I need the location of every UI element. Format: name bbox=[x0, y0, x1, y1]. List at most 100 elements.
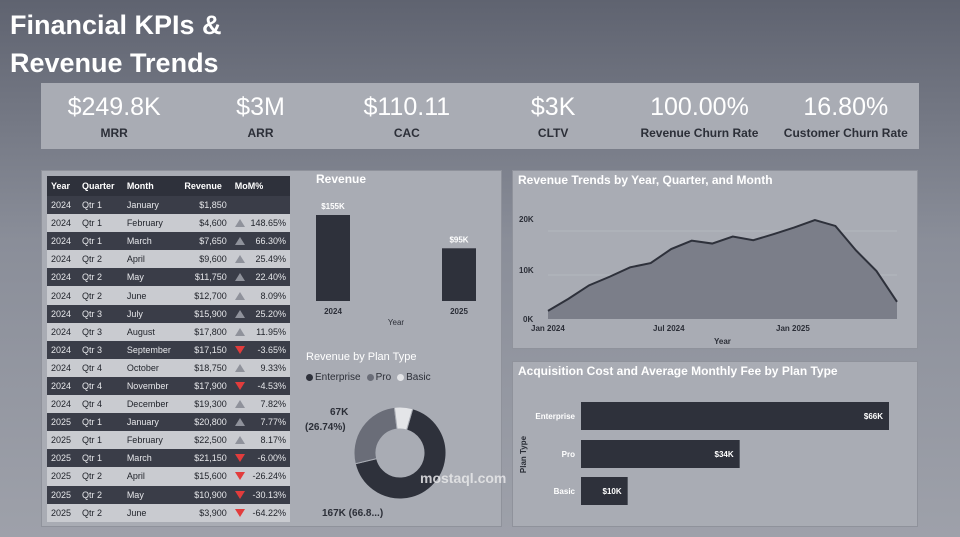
cell-quarter: Qtr 1 bbox=[78, 413, 123, 432]
monthly-revenue-table[interactable]: Year Quarter Month Revenue MoM% 2024 Qtr … bbox=[47, 176, 290, 522]
acquisition-cost-panel: Acquisition Cost and Average Monthly Fee… bbox=[512, 361, 918, 527]
trend-point[interactable] bbox=[893, 298, 901, 306]
col-header-revenue[interactable]: Revenue bbox=[180, 176, 231, 196]
kpi-card-cltv[interactable]: $3K CLTV bbox=[480, 83, 626, 149]
revenue-bar-2024[interactable] bbox=[316, 215, 350, 301]
trend-point[interactable] bbox=[565, 295, 573, 303]
cell-revenue: $11,750 bbox=[180, 268, 231, 287]
mom-value: -64.22% bbox=[252, 507, 286, 518]
trend-point[interactable] bbox=[708, 240, 716, 248]
kpi-card-cac[interactable]: $110.11 CAC bbox=[334, 83, 480, 149]
trend-point[interactable] bbox=[831, 222, 839, 230]
kpi-value: $249.8K bbox=[67, 93, 161, 121]
cell-revenue: $10,900 bbox=[180, 485, 231, 504]
trend-point[interactable] bbox=[790, 223, 798, 231]
trend-area bbox=[548, 220, 897, 319]
up-arrow-icon bbox=[234, 255, 245, 264]
cell-revenue: $18,750 bbox=[180, 358, 231, 377]
trend-point[interactable] bbox=[688, 237, 696, 245]
trend-line[interactable] bbox=[547, 218, 898, 312]
up-arrow-icon bbox=[234, 418, 245, 427]
cell-month: November bbox=[122, 376, 181, 396]
table-row[interactable]: 2025 Qtr 2 May $10,900 -30.13% bbox=[47, 485, 290, 504]
trend-point[interactable] bbox=[811, 216, 819, 224]
table-row[interactable]: 2024 Qtr 2 April $9,600 25.49% bbox=[47, 250, 290, 269]
kpi-label: Revenue Churn Rate bbox=[640, 126, 759, 140]
table-row[interactable]: 2024 Qtr 1 January $1,850 bbox=[47, 196, 290, 215]
table-row[interactable]: 2024 Qtr 4 December $19,300 7.82% bbox=[47, 395, 290, 414]
table-header-row: Year Quarter Month Revenue MoM% bbox=[47, 176, 290, 196]
table-row[interactable]: 2024 Qtr 4 October $18,750 9.33% bbox=[47, 358, 290, 377]
up-arrow-icon bbox=[234, 237, 245, 246]
cell-month: July bbox=[122, 304, 181, 323]
trend-point[interactable] bbox=[585, 281, 593, 289]
trend-point[interactable] bbox=[544, 307, 552, 315]
col-header-quarter[interactable]: Quarter bbox=[78, 176, 123, 196]
acq-bar-basic[interactable] bbox=[581, 477, 628, 505]
cell-mom: 66.30% bbox=[230, 232, 290, 251]
legend-item-enterprise[interactable]: Enterprise bbox=[306, 372, 361, 383]
kpi-label: MRR bbox=[100, 126, 128, 140]
trend-point[interactable] bbox=[749, 236, 757, 244]
legend-item-pro[interactable]: Pro bbox=[366, 372, 391, 383]
table-row[interactable]: 2025 Qtr 1 January $20,800 7.77% bbox=[47, 413, 290, 432]
table-row[interactable]: 2025 Qtr 1 March $21,150 -6.00% bbox=[47, 449, 290, 468]
cell-revenue: $20,800 bbox=[180, 413, 231, 432]
table-row[interactable]: 2025 Qtr 2 June $3,900 -64.22% bbox=[47, 503, 290, 522]
kpi-value: $110.11 bbox=[363, 93, 451, 121]
revenue-trend-area-chart bbox=[544, 216, 901, 319]
acq-value-label: $10K bbox=[603, 487, 622, 496]
cell-month: March bbox=[122, 449, 181, 468]
table-row[interactable]: 2025 Qtr 1 February $22,500 8.17% bbox=[47, 431, 290, 450]
mom-value: -30.13% bbox=[252, 489, 286, 500]
donut-slice-pro[interactable] bbox=[353, 406, 398, 465]
donut-label-pro-pct: (26.74%) bbox=[305, 422, 346, 433]
kpi-card-mrr[interactable]: $249.8K MRR bbox=[41, 83, 187, 149]
acq-category-label: Pro bbox=[562, 450, 575, 459]
cell-mom: -3.65% bbox=[230, 340, 290, 359]
table-row[interactable]: 2024 Qtr 3 July $15,900 25.20% bbox=[47, 304, 290, 323]
kpi-card-arr[interactable]: $3M ARR bbox=[187, 83, 333, 149]
kpi-card-customer-churn[interactable]: 16.80% Customer Churn Rate bbox=[773, 83, 919, 149]
table-row[interactable]: 2024 Qtr 1 March $7,650 66.30% bbox=[47, 232, 290, 251]
cell-mom: 25.49% bbox=[230, 250, 290, 269]
mom-value: -26.24% bbox=[252, 471, 286, 482]
trend-point[interactable] bbox=[606, 273, 614, 281]
cell-mom: -26.24% bbox=[230, 467, 290, 486]
acq-category-label: Enterprise bbox=[535, 412, 575, 421]
trend-xlabel: Year bbox=[714, 337, 731, 346]
col-header-mom[interactable]: MoM% bbox=[230, 176, 290, 196]
cell-month: January bbox=[122, 196, 181, 215]
trend-point[interactable] bbox=[872, 267, 880, 275]
table-row[interactable]: 2025 Qtr 2 April $15,600 -26.24% bbox=[47, 467, 290, 486]
trend-point[interactable] bbox=[729, 233, 737, 241]
cell-mom: 8.17% bbox=[230, 431, 290, 450]
trend-point[interactable] bbox=[626, 263, 634, 271]
cell-revenue: $22,500 bbox=[180, 431, 231, 450]
kpi-card-revenue-churn[interactable]: 100.00% Revenue Churn Rate bbox=[626, 83, 772, 149]
acq-bar-pro[interactable] bbox=[581, 440, 740, 468]
col-header-year[interactable]: Year bbox=[47, 176, 78, 196]
trend-point[interactable] bbox=[667, 245, 675, 253]
col-header-month[interactable]: Month bbox=[122, 176, 181, 196]
table-row[interactable]: 2024 Qtr 4 November $17,900 -4.53% bbox=[47, 376, 290, 396]
table-row[interactable]: 2024 Qtr 3 September $17,150 -3.65% bbox=[47, 340, 290, 359]
trend-point[interactable] bbox=[647, 259, 655, 267]
table-row[interactable]: 2024 Qtr 1 February $4,600 148.65% bbox=[47, 214, 290, 233]
cell-year: 2025 bbox=[47, 413, 78, 432]
trend-point[interactable] bbox=[770, 230, 778, 238]
cell-year: 2024 bbox=[47, 286, 78, 305]
table-row[interactable]: 2024 Qtr 2 May $11,750 22.40% bbox=[47, 268, 290, 287]
trend-point[interactable] bbox=[852, 246, 860, 254]
revenue-bar-2025[interactable] bbox=[442, 248, 476, 301]
up-arrow-icon bbox=[234, 363, 245, 372]
donut-slice-basic[interactable] bbox=[393, 406, 414, 431]
donut-slice-enterprise[interactable] bbox=[354, 408, 447, 500]
kpi-label: CAC bbox=[393, 126, 420, 140]
cell-year: 2024 bbox=[47, 268, 78, 287]
legend-item-basic[interactable]: Basic bbox=[397, 372, 431, 383]
acq-bar-enterprise[interactable] bbox=[581, 402, 889, 430]
table-row[interactable]: 2024 Qtr 2 June $12,700 8.09% bbox=[47, 286, 290, 305]
table-row[interactable]: 2024 Qtr 3 August $17,800 11.95% bbox=[47, 322, 290, 341]
enterprise-dot-icon bbox=[306, 373, 313, 381]
